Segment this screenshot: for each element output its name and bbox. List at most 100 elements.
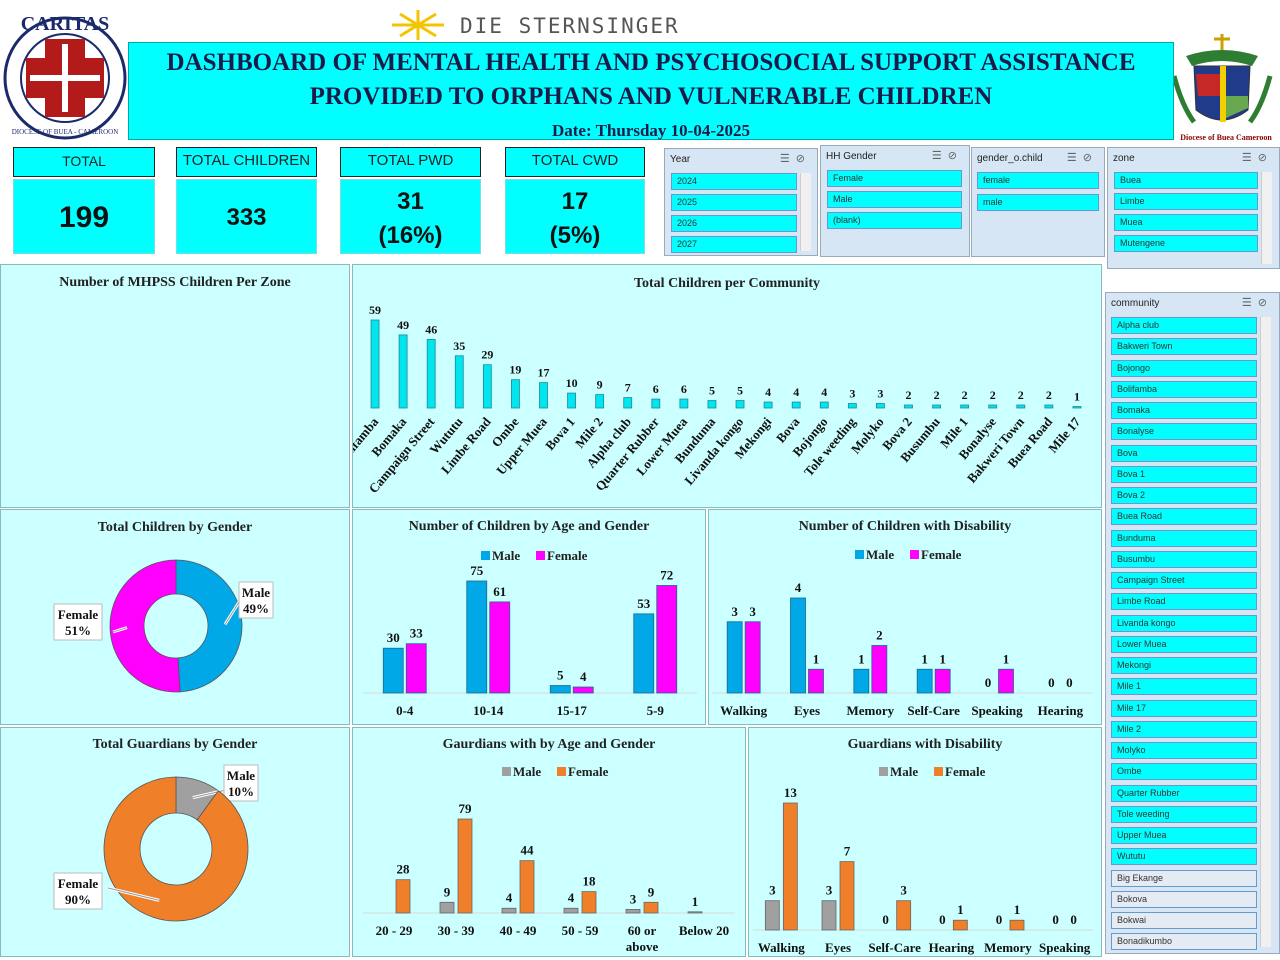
category-label-eyes: Eyes [794, 703, 820, 718]
kpi-pwd-value: 31 (16%) [340, 179, 481, 254]
legend-swatch-female [910, 550, 919, 559]
category-label-bova-1: Bova 1 [542, 414, 578, 453]
child-age-bar-chart: Male Female 30 33 0-4 75 61 10-14 5 4 15-17 53 72 5-9 [363, 548, 697, 718]
category-label-40-49: 40 - 49 [500, 923, 537, 938]
bar-bunduma [707, 400, 717, 409]
slicer-item-tole-weeding[interactable]: Tole weeding [1111, 805, 1257, 823]
category-label-10-14: 10-14 [473, 703, 504, 718]
category-label-60-or-above: 60 or [628, 923, 657, 938]
slicer-item-bokwai[interactable]: Bokwai [1111, 912, 1257, 929]
slicer-item-alpha-club[interactable]: Alpha club [1111, 317, 1257, 334]
data-label-self-care-female: 1 [939, 651, 946, 666]
slice-name-male: Male [227, 768, 255, 783]
slicer-item-male[interactable]: male [977, 194, 1099, 211]
data-label-50-59-female: 18 [583, 874, 597, 889]
bar-bojongo [819, 401, 829, 409]
kpi-cwd-percent: (5%) [549, 222, 601, 249]
slicer-item-bokova[interactable]: Bokova [1111, 890, 1257, 908]
slicer-item-limbe[interactable]: Limbe [1114, 193, 1258, 210]
slicer-scrollbar[interactable] [1261, 172, 1272, 264]
guardian-age-panel: Gaurdians with by Age and Gender Male Fem… [352, 727, 746, 957]
guardian-gender-title: Total Guardians by Gender [92, 737, 258, 752]
data-label-self-care-male: 1 [921, 651, 928, 666]
bar-walking-male [726, 621, 743, 694]
category-label-5-9: 5-9 [647, 703, 665, 718]
data-label-40-49-male: 4 [506, 890, 513, 905]
bar-60-or-above-male [625, 909, 641, 914]
bar-speaking-female [998, 668, 1014, 694]
slicer-item-lower-muea[interactable]: Lower Muea [1111, 635, 1257, 653]
slicer-item-2027[interactable]: 2027 [671, 236, 797, 253]
data-label-bakweri-town: 2 [1018, 388, 1024, 402]
kpi-pwd-label: TOTAL PWD [340, 147, 481, 177]
slicer-item-male[interactable]: Male [827, 191, 962, 208]
slicer-item-bova-2[interactable]: Bova 2 [1111, 487, 1257, 504]
community-chart-panel: Total Children per Community 59 Bolifamba… [352, 264, 1102, 508]
slicer-item-limbe-road[interactable]: Limbe Road [1111, 593, 1257, 611]
slicer-item-2024[interactable]: 2024 [671, 173, 797, 190]
data-label-20-29-female: 28 [397, 862, 411, 877]
multi-select-clear-filter-icon[interactable]: ☰⊘ [1066, 152, 1098, 164]
slicer-item-buea[interactable]: Buea [1114, 172, 1258, 189]
data-label-mile-2: 9 [597, 378, 603, 392]
slicer-item-wututu[interactable]: Wututu [1111, 848, 1257, 866]
slicer-item-female[interactable]: Female [827, 170, 962, 187]
slicer-item-bomaka[interactable]: Bomaka [1111, 402, 1257, 419]
bar-bonalyse [988, 404, 998, 409]
zone-bar-chart: 115Mutengene81Buea73Muea64Limbe [1, 265, 351, 509]
slicer-item-bolifamba[interactable]: Bolifamba [1111, 380, 1257, 398]
slicer-scrollbar[interactable] [1260, 317, 1271, 947]
data-label-bova-1: 10 [566, 376, 578, 390]
slicer-item-bunduma[interactable]: Bunduma [1111, 529, 1257, 547]
slicer-item-mile-1[interactable]: Mile 1 [1111, 678, 1257, 696]
slicer-item-ombe[interactable]: Ombe [1111, 763, 1257, 781]
slicer-item-bova[interactable]: Bova [1111, 444, 1257, 462]
slice-percent-male: 49% [243, 601, 269, 616]
slicer-item-bakweri-town[interactable]: Bakweri Town [1111, 338, 1257, 356]
slicer-item-2025[interactable]: 2025 [671, 194, 797, 211]
slice-name-male: Male [242, 585, 270, 600]
slicer-item-mekongi[interactable]: Mekongi [1111, 657, 1257, 674]
slice-female [103, 776, 249, 922]
data-label-memory-female: 1 [1014, 902, 1021, 917]
data-label-walking-female: 3 [749, 604, 756, 619]
slicer-item-bojongo[interactable]: Bojongo [1111, 359, 1257, 377]
slicer-item-female[interactable]: female [977, 172, 1099, 189]
slicer-item-blank[interactable]: (blank) [827, 212, 962, 229]
slicer-item-muea[interactable]: Muea [1114, 214, 1258, 231]
data-label-walking-male: 3 [769, 883, 776, 898]
data-label-10-14-female: 61 [493, 584, 506, 599]
slicer-item-buea-road[interactable]: Buea Road [1111, 508, 1257, 526]
data-label-speaking-female: 0 [1070, 912, 1077, 927]
slicer-item-bonadikumbo[interactable]: Bonadikumbo [1111, 933, 1257, 951]
sponsor-logo: DIE STERNSINGER [388, 8, 748, 42]
slicer-item-2026[interactable]: 2026 [671, 215, 797, 232]
slicer-item-mutengene[interactable]: Mutengene [1114, 235, 1258, 252]
slicer-item-mile-2[interactable]: Mile 2 [1111, 720, 1257, 738]
slicer-scrollbar[interactable] [800, 173, 811, 251]
svg-text:CARITAS: CARITAS [21, 13, 110, 35]
data-label-tole-weeding: 3 [849, 387, 855, 401]
multi-select-clear-filter-icon[interactable]: ☰⊘ [1241, 297, 1273, 309]
bar-bakweri-town [1016, 404, 1026, 409]
bar-walking-female [782, 802, 798, 931]
multi-select-clear-filter-icon[interactable]: ☰⊘ [779, 153, 811, 165]
slicer-item-big-ekange[interactable]: Big Ekange [1111, 869, 1257, 887]
data-label-5-9-male: 53 [637, 596, 651, 611]
category-label-30-39: 30 - 39 [438, 923, 475, 938]
slicer-item-bonalyse[interactable]: Bonalyse [1111, 423, 1257, 441]
slicer-item-upper-muea[interactable]: Upper Muea [1111, 827, 1257, 844]
slicer-item-campaign-street[interactable]: Campaign Street [1111, 572, 1257, 589]
multi-select-clear-filter-icon[interactable]: ☰⊘ [931, 150, 963, 162]
legend-label-female: Female [921, 547, 962, 562]
slicer-item-livanda-kongo[interactable]: Livanda kongo [1111, 614, 1257, 632]
slicer-item-mile-17[interactable]: Mile 17 [1111, 699, 1257, 717]
multi-select-clear-filter-icon[interactable]: ☰⊘ [1241, 152, 1273, 164]
slicer-item-quarter-rubber[interactable]: Quarter Rubber [1111, 784, 1257, 802]
kpi-households-label: TOTAL HOUSEHOLDS [13, 147, 155, 195]
slicer-item-bova-1[interactable]: Bova 1 [1111, 465, 1257, 483]
slicer-item-busumbu[interactable]: Busumbu [1111, 550, 1257, 568]
slicer-item-molyko[interactable]: Molyko [1111, 742, 1257, 759]
slice-percent-female: 90% [65, 892, 91, 907]
category-label-self-care: Self-Care [868, 940, 921, 955]
